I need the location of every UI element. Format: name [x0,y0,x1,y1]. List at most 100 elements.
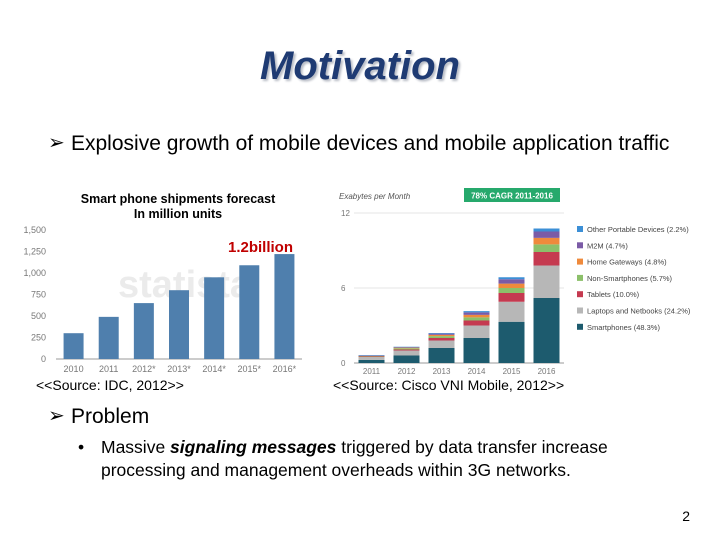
right-chart-bar-segment [533,252,560,266]
right-chart-bar-segment [428,334,455,337]
right-chart-bar-segment [393,350,420,356]
right-chart-ytick: 6 [341,284,346,293]
left-chart-xtick: 2014* [202,364,226,374]
right-chart-ytick: 12 [341,209,350,218]
right-chart-bar-segment [393,347,420,348]
right-chart-bar-segment [428,336,455,338]
cagr-badge [464,188,560,202]
right-chart-bar-segment [498,301,525,322]
right-chart-bar-segment [463,317,490,321]
right-chart-bar-segment [358,355,385,356]
page-number: 2 [682,508,690,524]
right-chart-bar-segment [533,228,560,232]
smartphone-shipments-chart: Smart phone shipments forecast In millio… [23,192,302,374]
left-chart-ytick: 1,000 [23,268,46,278]
left-chart-ytick: 250 [31,333,46,343]
legend-swatch [577,242,583,249]
right-chart-bar-segment [463,311,490,313]
left-chart-xtick: 2013* [167,364,191,374]
legend-label: Home Gateways (4.8%) [587,258,667,267]
right-chart-bar-segment [428,338,455,341]
right-chart-bar-segment [393,348,420,350]
right-chart-bar-segment [463,338,490,363]
right-chart-bar-segment [428,333,455,334]
legend-swatch [577,323,583,330]
legend-swatch [577,307,583,314]
legend-swatch [577,226,583,232]
right-chart-bar-segment [498,283,525,288]
right-chart-bar-segment [358,356,385,360]
right-chart-bar-segment [463,312,490,315]
bullet-problem-text: Problem [71,405,150,428]
right-chart-bar-segment [498,279,525,284]
arrow-bullet-icon: ➢ [48,132,65,154]
right-chart-bar-segment [358,359,385,363]
right-chart-bar-segment [533,237,560,245]
cagr-badge-text: 78% CAGR 2011-2016 [471,192,553,201]
legend-label: M2M (4.7%) [587,241,628,250]
legend-swatch [577,258,583,265]
signaling-messages-emphasis: signaling messages [170,437,337,457]
left-chart-xtick: 2016* [273,364,297,374]
left-chart-bar [63,333,84,359]
right-chart-bar-segment [393,355,420,363]
problem-detail-text: Massive signaling messages triggered by … [101,436,671,482]
right-chart-bar-segment [498,277,525,280]
right-chart-bar-segment [498,293,525,302]
left-chart-xtick: 2011 [99,364,118,374]
legend-swatch [577,274,583,281]
left-chart-bar [133,303,154,359]
right-chart-bar-segment [463,314,490,318]
left-chart-ytick: 500 [31,311,46,321]
right-chart-bar-segment [393,347,420,349]
left-chart-bar [274,254,295,359]
left-chart-title: Smart phone shipments forecast [81,192,276,206]
problem-detail-post: triggered by data transfer increase proc… [101,437,608,480]
dot-bullet-icon: • [78,437,85,457]
right-chart-bar-segment [393,349,420,351]
left-chart-subtitle: In million units [134,207,222,221]
right-chart-bar-segment [358,355,385,357]
left-chart-ytick: 0 [41,354,46,364]
right-chart-ytick: 0 [341,359,346,368]
right-chart-xtick: 2012 [398,367,416,376]
right-chart-bar-segment [533,298,560,363]
left-chart-bar [98,316,119,359]
idc-source: <<Source: IDC, 2012>> [36,377,184,393]
billion-annotation: 1.2billion [228,239,293,256]
right-chart-bar-segment [358,356,385,357]
right-chart-bar-segment [428,348,455,363]
left-chart-ytick: 1,250 [23,247,46,257]
right-chart-xtick: 2014 [468,367,486,376]
legend-label: Other Portable Devices (2.2%) [587,225,689,234]
right-chart-xtick: 2015 [503,367,521,376]
right-chart-xtick: 2013 [433,367,451,376]
right-chart-bar-segment [498,288,525,293]
right-chart-bar-segment [428,340,455,348]
legend-label: Smartphones (48.3%) [587,323,660,332]
legend-label: Non-Smartphones (5.7%) [587,274,673,283]
left-chart-xtick: 2012* [132,364,156,374]
legend-swatch [577,291,583,298]
arrow-bullet-icon: ➢ [48,405,65,427]
legend-label: Tablets (10.0%) [587,290,640,299]
left-chart-bar [239,265,260,359]
right-chart-xtick: 2016 [538,367,556,376]
left-chart-xtick: 2010 [64,364,84,374]
right-chart-ylabel: Exabytes per Month [339,192,411,201]
cisco-source: <<Source: Cisco VNI Mobile, 2012>> [333,377,565,393]
right-chart-bar-segment [463,325,490,338]
mobile-traffic-chart: Exabytes per Month 78% CAGR 2011-2016 12… [339,188,691,376]
slide-title: Motivation [260,44,460,88]
bullet-growth-text: Explosive growth of mobile devices and m… [71,132,670,155]
right-chart-bar-segment [498,321,525,363]
right-chart-bar-segment [463,320,490,326]
problem-detail-pre: Massive [101,437,171,457]
right-chart-bar-segment [428,333,455,335]
left-chart-xtick: 2015* [238,364,262,374]
left-chart-bar [169,290,189,359]
right-chart-xtick: 2011 [363,367,381,376]
right-chart-bar-segment [533,231,560,238]
left-chart-ytick: 1,500 [23,225,46,235]
right-chart-bar-segment [533,265,560,298]
